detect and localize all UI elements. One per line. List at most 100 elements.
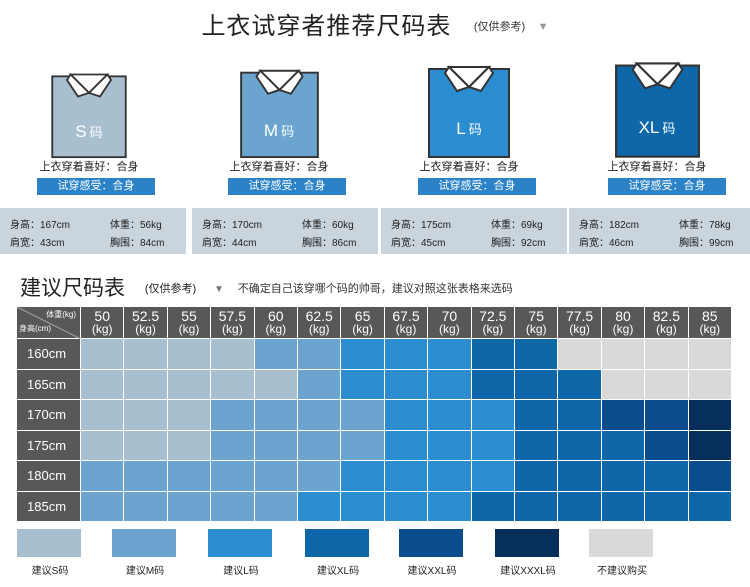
size-cell xyxy=(645,400,689,431)
size-ma: 码 xyxy=(89,125,103,140)
height-value: 身高：170cm xyxy=(202,220,263,231)
size-cell xyxy=(167,400,212,431)
size-cell xyxy=(428,461,472,492)
legend-label: 建议XL码 xyxy=(316,566,360,577)
size-cell xyxy=(688,339,732,370)
weight-unit: (kg) xyxy=(178,322,200,336)
size-cell xyxy=(124,369,168,400)
wear-preference: 上衣穿着喜好：合身 xyxy=(229,161,329,173)
size-cell xyxy=(167,491,212,522)
size-cell xyxy=(558,369,602,400)
legend-item: 不建议购买 xyxy=(589,529,655,577)
section-description: 不确定自己该穿哪个码的帅哥，建议对照这张表格来选码 xyxy=(237,283,513,295)
size-cell xyxy=(558,339,602,370)
legend-swatch xyxy=(112,529,176,557)
legend-swatch xyxy=(208,529,272,557)
weight-header: 75 (kg) xyxy=(515,307,559,339)
size-letter: M xyxy=(263,121,279,140)
legend-label: 不建议购买 xyxy=(597,566,647,577)
size-cell xyxy=(515,339,559,370)
weight-value: 57.5 xyxy=(218,308,246,324)
size-letter: XL xyxy=(638,118,660,137)
height-header: 185cm xyxy=(17,491,81,522)
weight-value: 67.5 xyxy=(392,308,420,324)
size-cell xyxy=(601,339,646,370)
height-value: 身高：175cm xyxy=(391,220,452,231)
weight-value: 62.5 xyxy=(305,308,333,324)
size-cell xyxy=(254,339,298,370)
shirt-size-label: XL 码 xyxy=(572,118,742,138)
shirt-icon xyxy=(239,69,319,159)
size-cell xyxy=(384,369,429,400)
chest-value: 胸围：99cm xyxy=(679,238,734,249)
height-value: 身高：167cm xyxy=(10,220,71,231)
height-header: 175cm xyxy=(17,430,81,461)
size-cell xyxy=(384,430,429,461)
shoulder-value: 肩宽：44cm xyxy=(202,238,257,249)
height-header: 180cm xyxy=(17,461,81,492)
weight-header: 50 (kg) xyxy=(81,307,125,339)
weight-value: 体重：60kg xyxy=(302,220,354,231)
size-cell xyxy=(81,491,125,522)
corner-weight-label: 体重(kg) xyxy=(46,310,76,319)
size-cell xyxy=(428,339,472,370)
legend-item: 建议S码 xyxy=(17,529,83,577)
size-cell xyxy=(167,339,212,370)
weight-value: 80 xyxy=(615,308,631,324)
size-cell xyxy=(341,400,385,431)
triangle-down-icon: ▼ xyxy=(214,284,224,295)
size-cell xyxy=(384,491,429,522)
body-measurements: 身高：175cm 体重：69kg 肩宽：45cm 胸围：92cm xyxy=(381,208,567,254)
height-header: 160cm xyxy=(17,339,81,370)
legend-swatch xyxy=(399,529,463,557)
size-cell xyxy=(428,491,472,522)
shirt-icon xyxy=(428,65,510,158)
size-cell xyxy=(124,339,168,370)
size-cell xyxy=(341,430,385,461)
size-cell xyxy=(341,369,385,400)
size-cell xyxy=(601,400,646,431)
weight-header: 85 (kg) xyxy=(688,307,732,339)
size-cell xyxy=(254,461,298,492)
legend-label: 建议M码 xyxy=(125,566,165,577)
size-cell xyxy=(341,491,385,522)
legend-swatch xyxy=(305,529,369,557)
weight-value: 体重：78kg xyxy=(679,220,731,231)
legend-swatch xyxy=(17,529,81,557)
size-cell xyxy=(211,491,255,522)
size-cell xyxy=(341,339,385,370)
weight-value: 体重：56kg xyxy=(110,220,162,231)
size-ma: 码 xyxy=(468,122,482,137)
size-cell xyxy=(471,400,515,431)
legend-item: 建议M码 xyxy=(112,529,178,577)
table-corner: 体重(kg) 身高(cm) xyxy=(17,307,81,339)
fit-feeling: 试穿感受：合身 xyxy=(418,178,536,195)
top-title: 上衣试穿者推荐尺码表 (仅供参考) ▼ xyxy=(0,6,750,41)
legend-item: 建议XXXL码 xyxy=(495,529,561,577)
page-title: 上衣试穿者推荐尺码表 xyxy=(201,13,452,40)
shirt-icon xyxy=(51,73,127,159)
size-cell xyxy=(688,461,732,492)
size-cell xyxy=(601,369,646,400)
size-cell xyxy=(254,400,298,431)
triangle-down-icon: ▼ xyxy=(537,21,549,33)
size-cell xyxy=(254,491,298,522)
weight-header: 77.5 (kg) xyxy=(558,307,602,339)
weight-value: 72.5 xyxy=(479,308,507,324)
weight-header: 62.5 (kg) xyxy=(298,307,342,339)
size-cell xyxy=(515,400,559,431)
size-cell xyxy=(341,461,385,492)
weight-header: 60 (kg) xyxy=(254,307,298,339)
weight-unit: (kg) xyxy=(656,322,677,336)
size-cell xyxy=(81,461,125,492)
weight-unit: (kg) xyxy=(265,322,287,336)
weight-unit: (kg) xyxy=(612,322,634,336)
shoulder-value: 肩宽：46cm xyxy=(579,238,634,249)
size-cell xyxy=(471,369,515,400)
weight-unit: (kg) xyxy=(699,322,721,336)
shirt-icon xyxy=(614,61,700,158)
size-cell xyxy=(384,461,429,492)
